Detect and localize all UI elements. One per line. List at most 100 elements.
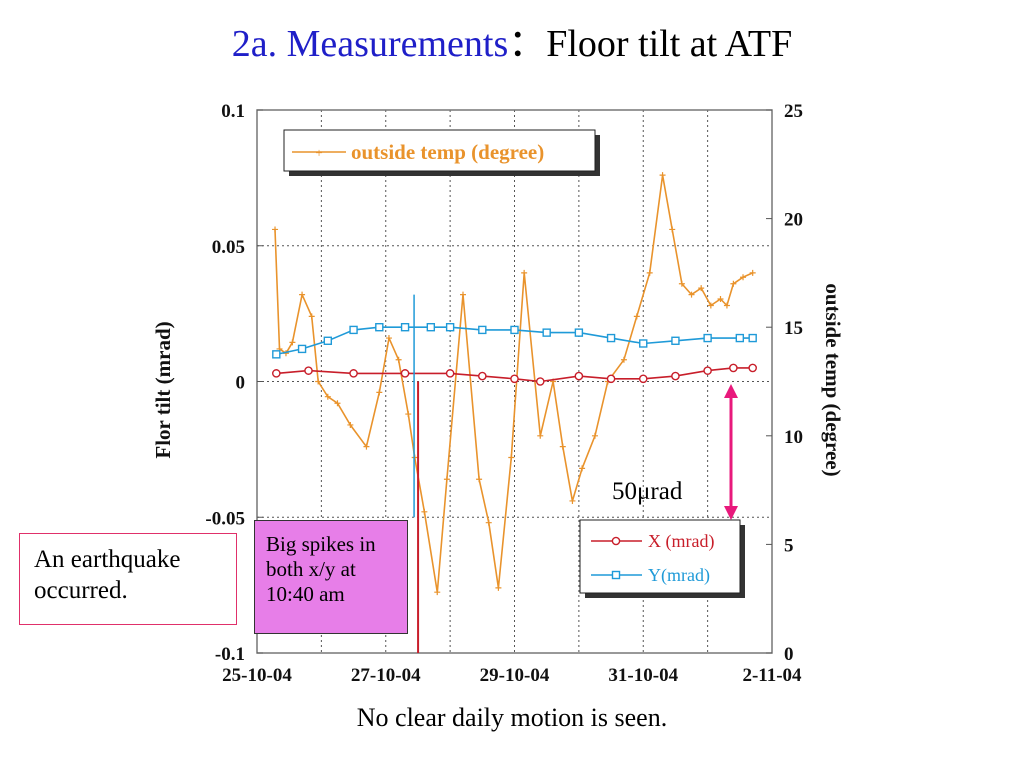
data-point: [646, 269, 653, 276]
data-point: [476, 476, 483, 483]
legend-xy-box: [579, 519, 741, 594]
slide-title: 2a. Measurements：Floor tilt at ATF: [0, 22, 1024, 66]
legend-temp-label: outside temp (degree): [351, 140, 544, 164]
data-point: [395, 356, 402, 363]
data-point: [748, 333, 757, 343]
data-point: [659, 172, 666, 179]
data-point: [639, 339, 648, 348]
earthquake-note-text: An earthquake occurred.: [34, 546, 181, 604]
spike-note-text: Big spikes in both x/y at 10:40 am: [266, 532, 376, 606]
legend-x-marker: [611, 536, 621, 546]
series-line: [276, 326, 753, 356]
data-point: [297, 344, 307, 354]
data-point: [574, 371, 584, 381]
y-left-tick-label: -0.05: [205, 508, 245, 529]
data-point: [521, 269, 528, 276]
data-point: [535, 377, 545, 386]
range-arrow-head-up: [724, 384, 738, 398]
data-point: [678, 280, 685, 287]
data-point: [508, 454, 515, 461]
y-left-tick-label: 0: [236, 373, 246, 394]
data-point: [323, 336, 333, 345]
data-point: [688, 291, 695, 298]
data-point: [272, 350, 281, 359]
y-right-tick-label: 15: [784, 318, 803, 339]
range-arrow: [724, 384, 738, 520]
data-point: [748, 363, 757, 373]
data-point: [478, 371, 487, 381]
data-point: [349, 369, 358, 378]
legend-temp-box: [283, 129, 596, 172]
series-0: [272, 172, 756, 596]
x-tick-label: 29-10-04: [480, 665, 550, 686]
data-point: [749, 269, 756, 276]
data-point: [304, 366, 313, 375]
data-point: [729, 363, 738, 373]
y-right-tick-label: 5: [784, 535, 794, 556]
series-layer: [272, 172, 757, 596]
data-point: [334, 400, 341, 407]
x-axis-ticks: 25-10-04 27-10-04 29-10-04 31-10-04 2-11-04: [222, 665, 802, 686]
data-point: [591, 432, 598, 439]
data-point: [703, 366, 712, 375]
title-part1: 2a. Measurements: [231, 23, 509, 65]
data-point: [537, 432, 544, 439]
y-right-tick-label: 20: [784, 210, 803, 231]
y-right-tick-label: 0: [784, 644, 794, 665]
legend-x-label: X (mrad): [648, 531, 714, 552]
x-tick-label: 31-10-04: [608, 665, 678, 686]
data-point: [347, 421, 354, 428]
data-point: [272, 369, 281, 378]
data-point: [698, 285, 705, 292]
data-point: [559, 443, 566, 450]
data-point: [426, 323, 436, 332]
data-point: [579, 465, 586, 472]
y-left-tick-label: 0.1: [221, 101, 245, 122]
y-left-tick-label: 0.05: [212, 237, 245, 258]
data-point: [569, 497, 576, 504]
data-point: [495, 584, 502, 591]
data-point: [443, 476, 450, 483]
data-point: [671, 336, 680, 345]
data-point: [606, 374, 616, 384]
x-tick-label: 2-11-04: [742, 665, 802, 686]
earthquake-note: An earthquake occurred.: [19, 533, 237, 625]
data-point: [445, 369, 455, 378]
data-point: [349, 325, 358, 335]
data-point: [669, 226, 676, 233]
series-2: [272, 323, 757, 359]
data-point: [510, 374, 519, 384]
data-point: [723, 302, 730, 309]
x-tick-label: 27-10-04: [351, 665, 421, 686]
x-tick-label: 25-10-04: [222, 665, 292, 686]
data-point: [735, 333, 745, 343]
series-line: [274, 175, 754, 593]
range-arrow-head-down: [724, 506, 738, 520]
left-axis-ticks: 0.1 0.05 0 -0.05 -0.1: [205, 101, 263, 665]
data-point: [730, 280, 737, 287]
legend-temp: + outside temp (degree): [283, 129, 600, 176]
data-point: [638, 374, 648, 384]
y-left-tick-label: -0.1: [215, 644, 245, 665]
data-point: [272, 226, 279, 233]
legend-y-label: Y(mrad): [648, 565, 710, 586]
legend-xy: X (mrad) Y(mrad): [579, 519, 745, 598]
data-point: [671, 371, 680, 381]
data-point: [703, 333, 712, 343]
y-right-tick-label: 25: [784, 101, 803, 122]
data-point: [707, 302, 714, 309]
data-point: [478, 325, 487, 335]
data-point: [315, 378, 322, 385]
data-point: [405, 411, 412, 418]
data-point: [375, 323, 384, 332]
data-point: [445, 323, 455, 332]
data-point: [299, 291, 306, 298]
right-axis-label: outside temp (degree): [821, 283, 845, 476]
data-point: [434, 589, 441, 596]
left-axis-label: Flor tilt (mrad): [151, 321, 175, 458]
data-point: [385, 335, 392, 342]
data-point: [400, 323, 410, 332]
y-right-tick-label: 10: [784, 427, 803, 448]
earthquake-spikes: [413, 294, 420, 653]
